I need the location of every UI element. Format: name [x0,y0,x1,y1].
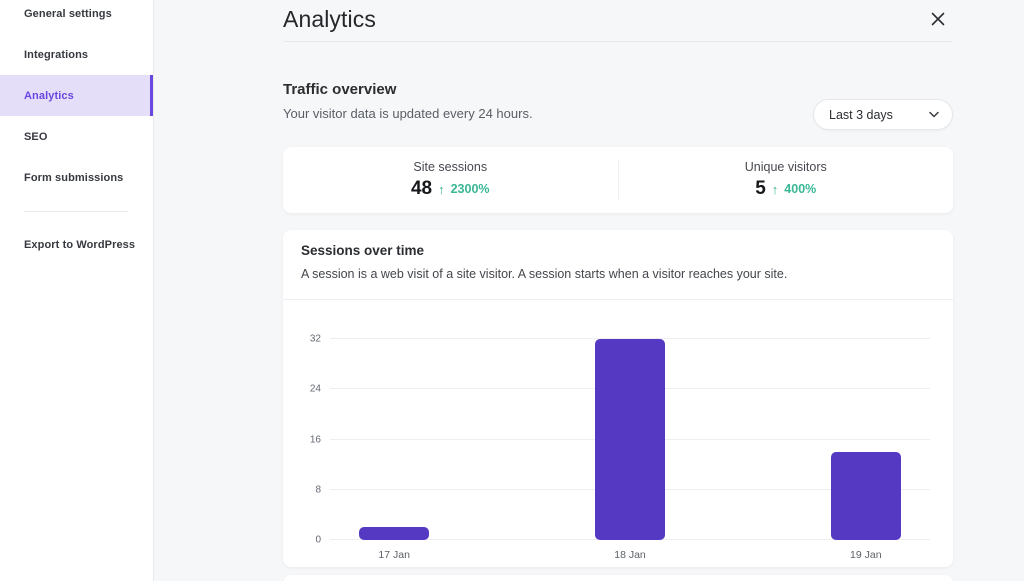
chart-bar[interactable] [359,527,430,540]
sessions-bar-chart: 0 8 16 24 32 17 Jan 18 Jan 19 Jan [310,334,930,561]
stats-vertical-divider [617,160,619,200]
stat-delta: 2300% [450,182,490,196]
sidebar-item-analytics[interactable]: Analytics [0,75,153,116]
stat-unique-visitors: Unique visitors 5 ↑ 400% [619,147,954,213]
x-axis-tick: 18 Jan [614,549,646,561]
sessions-card-title: Sessions over time [301,243,425,258]
stat-label: Site sessions [413,160,488,174]
traffic-stats-card: Site sessions 48 ↑ 2300% Unique visitors… [283,147,953,213]
sessions-card-description: A session is a web visit of a site visit… [301,267,788,281]
main-content: Analytics Traffic overview Your visitor … [283,0,953,581]
stat-value: 48 [410,178,433,199]
stat-value: 5 [755,178,766,199]
sidebar-item-export-to-wordpress[interactable]: Export to WordPress [24,238,136,251]
chart-bar[interactable] [595,339,665,540]
card-divider [283,299,953,300]
traffic-overview-subtitle: Your visitor data is updated every 24 ho… [283,106,533,121]
stat-delta: 400% [784,182,817,196]
stat-label: Unique visitors [744,160,827,174]
y-axis-tick: 0 [315,534,321,546]
chevron-down-icon [929,111,939,118]
sidebar-divider [24,211,128,212]
chart-bar[interactable] [830,452,901,540]
sidebar-item-integrations[interactable]: Integrations [24,48,89,61]
close-icon [931,12,945,26]
y-axis-tick: 32 [309,333,321,345]
page-title: Analytics [283,6,376,32]
sessions-over-time-card: Sessions over time A session is a web vi… [283,230,953,567]
sidebar-item-general-settings[interactable]: General settings [24,7,112,20]
y-axis-tick: 16 [309,434,321,445]
x-axis-tick: 19 Jan [850,549,882,561]
x-axis-tick: 17 Jan [378,549,410,561]
arrow-up-icon: ↑ [438,181,445,197]
sidebar-item-form-submissions[interactable]: Form submissions [24,171,124,184]
traffic-overview-title: Traffic overview [283,81,397,98]
date-range-dropdown[interactable]: Last 3 days [813,99,953,130]
sidebar-item-seo[interactable]: SEO [24,130,48,143]
date-range-value: Last 3 days [829,107,893,122]
gridline [330,338,930,339]
close-button[interactable] [929,10,947,28]
header-divider [283,41,953,42]
y-axis-tick: 8 [315,484,321,496]
sidebar-nav: General settings Integrations Analytics … [0,0,153,198]
y-axis-tick: 24 [309,383,321,395]
next-card-partial [283,575,953,581]
settings-sidebar: General settings Integrations Analytics … [0,0,153,581]
arrow-up-icon: ↑ [771,181,779,197]
stat-site-sessions: Site sessions 48 ↑ 2300% [283,147,618,213]
